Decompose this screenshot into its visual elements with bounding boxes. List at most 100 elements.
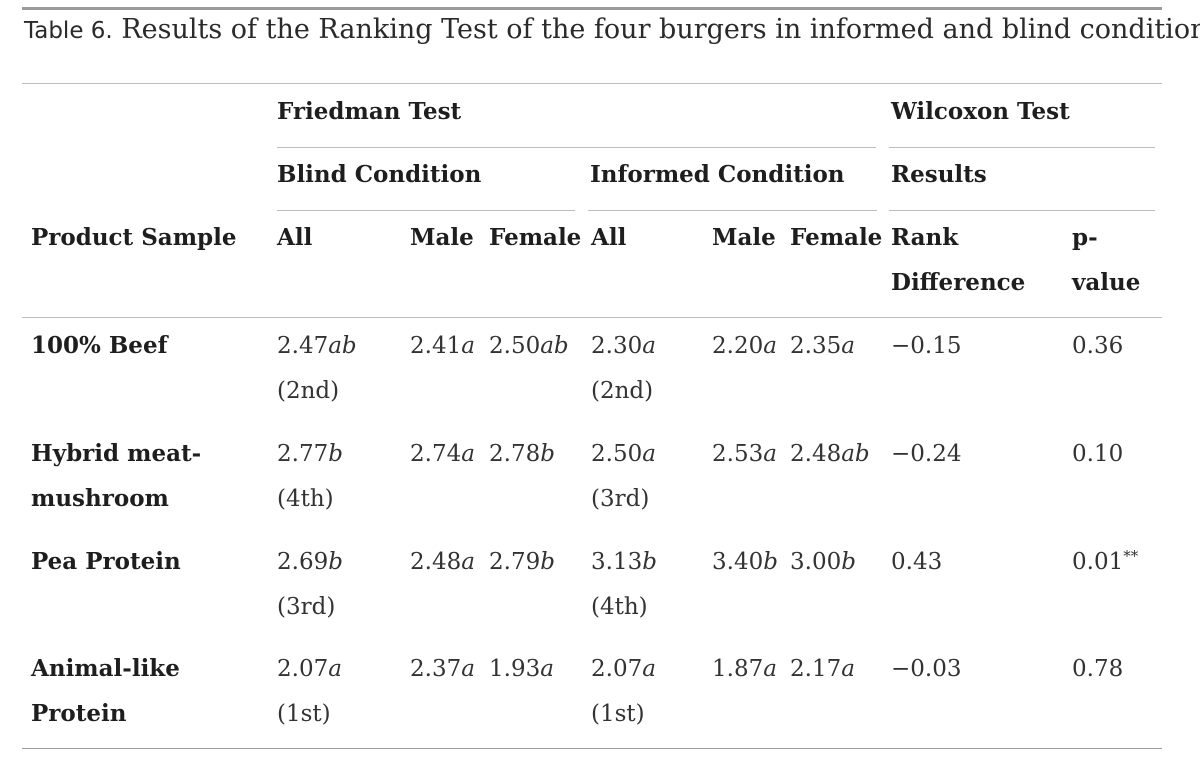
blind-all-header: All — [277, 224, 313, 251]
informed-all-header: All — [591, 224, 627, 251]
informed-all-value: 3.13b — [591, 548, 657, 576]
rank-difference-value: −0.15 — [891, 333, 962, 359]
value-number: 2.48 — [790, 441, 842, 467]
value-number: 2.17 — [790, 656, 842, 682]
blind-all-rank: (4th) — [277, 486, 334, 512]
blind-male-value: 2.74a — [410, 440, 475, 468]
significance-letter: a — [461, 333, 475, 359]
blind-male-header: Male — [410, 224, 474, 251]
informed-all-value: 2.07a — [591, 655, 656, 683]
pvalue-header-line2: value — [1072, 269, 1141, 296]
value-number: 1.93 — [489, 656, 541, 682]
value-number: 2.37 — [410, 656, 462, 682]
blind-all-rank: (1st) — [277, 701, 331, 727]
blind-female-value: 2.79b — [489, 548, 555, 576]
blind-all-value: 2.77b — [277, 440, 343, 468]
rank-difference-header-line1: Rank — [891, 224, 959, 251]
row-label: Hybrid meat-mushroom — [31, 431, 201, 521]
rank-difference-header-line2: Difference — [891, 269, 1026, 296]
value-number: 2.30 — [591, 333, 643, 359]
row-label: Pea Protein — [31, 539, 181, 584]
caption-text: Results of the Ranking Test of the four … — [121, 14, 1200, 45]
value-number: 2.50 — [591, 441, 643, 467]
header-bottom-rule — [22, 317, 1162, 318]
informed-female-value: 2.17a — [790, 655, 855, 683]
row-label-line1: Animal-like — [31, 655, 180, 682]
significance-letter: a — [642, 441, 656, 467]
value-number: 2.50 — [489, 333, 541, 359]
header-top-rule — [22, 83, 1162, 84]
value-number: 2.79 — [489, 549, 541, 575]
blind-male-value: 2.41a — [410, 332, 475, 360]
row-label-line1: Pea Protein — [31, 548, 181, 575]
pvalue-value: 0.01 — [1072, 549, 1124, 575]
significance-letter: a — [841, 656, 855, 682]
value-number: 2.48 — [410, 549, 462, 575]
informed-all-rank: (3rd) — [591, 486, 650, 512]
informed-all-rank: (1st) — [591, 701, 645, 727]
significance-letter: a — [461, 656, 475, 682]
value-number: 2.47 — [277, 333, 329, 359]
significance-letter: a — [540, 656, 554, 682]
blind-female-value: 2.50ab — [489, 332, 569, 360]
row-label-line1: Hybrid meat- — [31, 440, 202, 467]
caption-label: Table 6. — [24, 18, 113, 44]
pvalue-cell: 0.36 — [1072, 332, 1123, 360]
significance-letter: b — [763, 549, 778, 575]
informed-male-value: 3.40b — [712, 548, 778, 576]
informed-female-value: 2.35a — [790, 332, 855, 360]
rank-difference-value: −0.24 — [891, 441, 962, 467]
blind-female-header: Female — [489, 224, 582, 251]
informed-male-value: 1.87a — [712, 655, 777, 683]
informed-all-rank: (4th) — [591, 594, 648, 620]
value-number: 2.41 — [410, 333, 462, 359]
significance-letter: a — [763, 656, 777, 682]
value-number: 3.00 — [790, 549, 842, 575]
blind-female-value: 1.93a — [489, 655, 554, 683]
informed-male-value: 2.20a — [712, 332, 777, 360]
informed-female-value: 2.48ab — [790, 440, 870, 468]
value-number: 2.77 — [277, 441, 329, 467]
informed-male-value: 2.53a — [712, 440, 777, 468]
value-number: 3.40 — [712, 549, 764, 575]
value-number: 2.74 — [410, 441, 462, 467]
row-label-line2: Protein — [31, 700, 127, 727]
significance-letter: a — [328, 656, 342, 682]
informed-female-value: 3.00b — [790, 548, 856, 576]
significance-letter: a — [642, 333, 656, 359]
results-rule — [889, 210, 1155, 211]
informed-rule — [588, 210, 877, 211]
value-number: 2.07 — [277, 656, 329, 682]
informed-male-header: Male — [712, 224, 776, 251]
significance-letter: a — [841, 333, 855, 359]
value-number: 2.20 — [712, 333, 764, 359]
pvalue-value: 0.10 — [1072, 441, 1124, 467]
blind-condition-header: Blind Condition — [277, 161, 482, 188]
significance-letter: b — [328, 549, 343, 575]
significance-letter: b — [328, 441, 343, 467]
wilcoxon-rule — [889, 147, 1155, 148]
row-label: Animal-like Protein — [31, 646, 180, 736]
blind-all-rank: (3rd) — [277, 594, 336, 620]
blind-all-rank: (2nd) — [277, 378, 340, 404]
blind-female-value: 2.78b — [489, 440, 555, 468]
pvalue-value: 0.36 — [1072, 333, 1124, 359]
significance-letter: ab — [540, 333, 569, 359]
blind-rule — [277, 210, 575, 211]
value-number: 2.69 — [277, 549, 329, 575]
pvalue-cell: 0.01** — [1072, 548, 1138, 576]
informed-all-value: 2.30a — [591, 332, 656, 360]
significance-letter: ab — [328, 333, 357, 359]
value-number: 2.35 — [790, 333, 842, 359]
product-sample-header: Product Sample — [31, 224, 237, 251]
pvalue-header-line1: p- — [1072, 224, 1098, 251]
value-number: 1.87 — [712, 656, 764, 682]
top-rule — [22, 7, 1162, 10]
pvalue-cell: 0.10 — [1072, 440, 1123, 468]
pvalue-cell: 0.78 — [1072, 655, 1123, 683]
table-caption: Table 6. Results of the Ranking Test of … — [24, 10, 1200, 51]
significance-letter: a — [763, 333, 777, 359]
significance-letter: b — [540, 441, 555, 467]
value-number: 3.13 — [591, 549, 643, 575]
blind-all-value: 2.07a — [277, 655, 342, 683]
